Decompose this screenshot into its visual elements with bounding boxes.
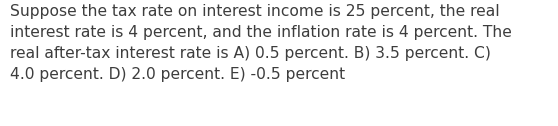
- Text: Suppose the tax rate on interest income is 25 percent, the real
interest rate is: Suppose the tax rate on interest income …: [10, 4, 512, 82]
